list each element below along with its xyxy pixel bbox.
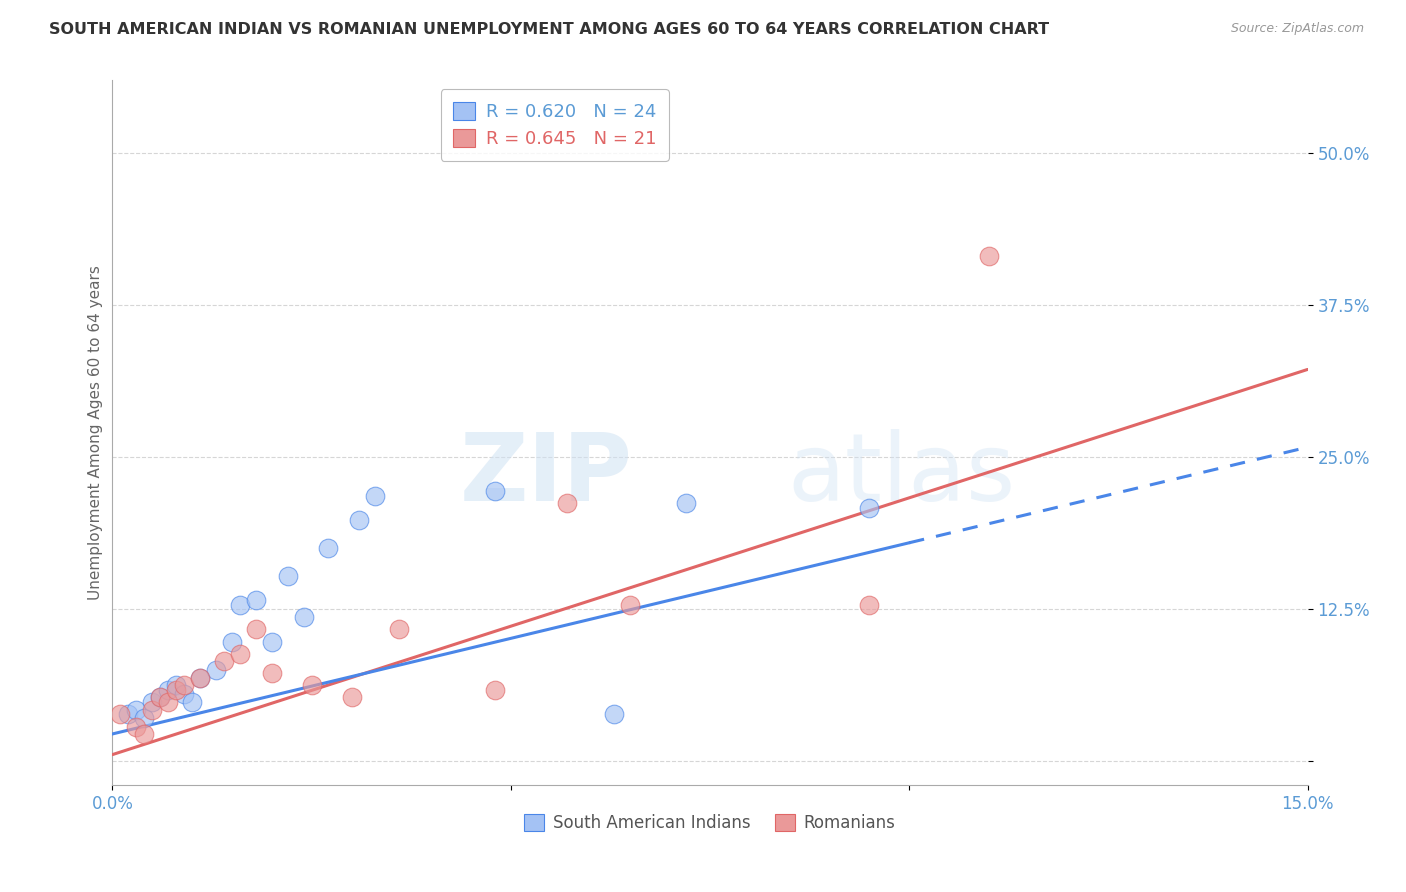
Point: [134, 711, 156, 725]
Point: [301, 678, 323, 692]
Y-axis label: Unemployment Among Ages 60 to 64 years: Unemployment Among Ages 60 to 64 years: [89, 265, 103, 600]
Point: [165, 683, 187, 698]
Point: [134, 727, 156, 741]
Point: [277, 569, 299, 583]
Point: [165, 678, 187, 692]
Point: [205, 663, 228, 677]
Point: [364, 489, 387, 503]
Point: [125, 703, 148, 717]
Point: [260, 634, 283, 648]
Point: [388, 623, 411, 637]
Text: Source: ZipAtlas.com: Source: ZipAtlas.com: [1230, 22, 1364, 36]
Point: [245, 593, 267, 607]
Point: [173, 687, 195, 701]
Point: [260, 666, 283, 681]
Point: [349, 513, 371, 527]
Point: [188, 671, 211, 685]
Point: [619, 598, 641, 612]
Point: [316, 541, 339, 555]
Text: atlas: atlas: [787, 429, 1017, 521]
Point: [212, 654, 235, 668]
Point: [245, 623, 267, 637]
Point: [149, 690, 172, 705]
Point: [484, 483, 506, 498]
Point: [157, 695, 180, 709]
Point: [229, 647, 252, 661]
Point: [117, 707, 139, 722]
Text: SOUTH AMERICAN INDIAN VS ROMANIAN UNEMPLOYMENT AMONG AGES 60 TO 64 YEARS CORRELA: SOUTH AMERICAN INDIAN VS ROMANIAN UNEMPL…: [49, 22, 1049, 37]
Point: [157, 683, 180, 698]
Point: [292, 610, 315, 624]
Point: [858, 500, 880, 515]
Point: [125, 720, 148, 734]
Point: [675, 496, 697, 510]
Point: [149, 690, 172, 705]
Point: [555, 496, 578, 510]
Point: [603, 707, 626, 722]
Point: [229, 598, 252, 612]
Point: [173, 678, 195, 692]
Point: [141, 695, 163, 709]
Point: [221, 634, 243, 648]
Point: [858, 598, 880, 612]
Point: [340, 690, 363, 705]
Text: ZIP: ZIP: [460, 429, 633, 521]
Point: [141, 703, 163, 717]
Point: [110, 707, 132, 722]
Legend: South American Indians, Romanians: South American Indians, Romanians: [516, 805, 904, 840]
Point: [484, 683, 506, 698]
Point: [188, 671, 211, 685]
Point: [181, 695, 204, 709]
Point: [977, 250, 1000, 264]
